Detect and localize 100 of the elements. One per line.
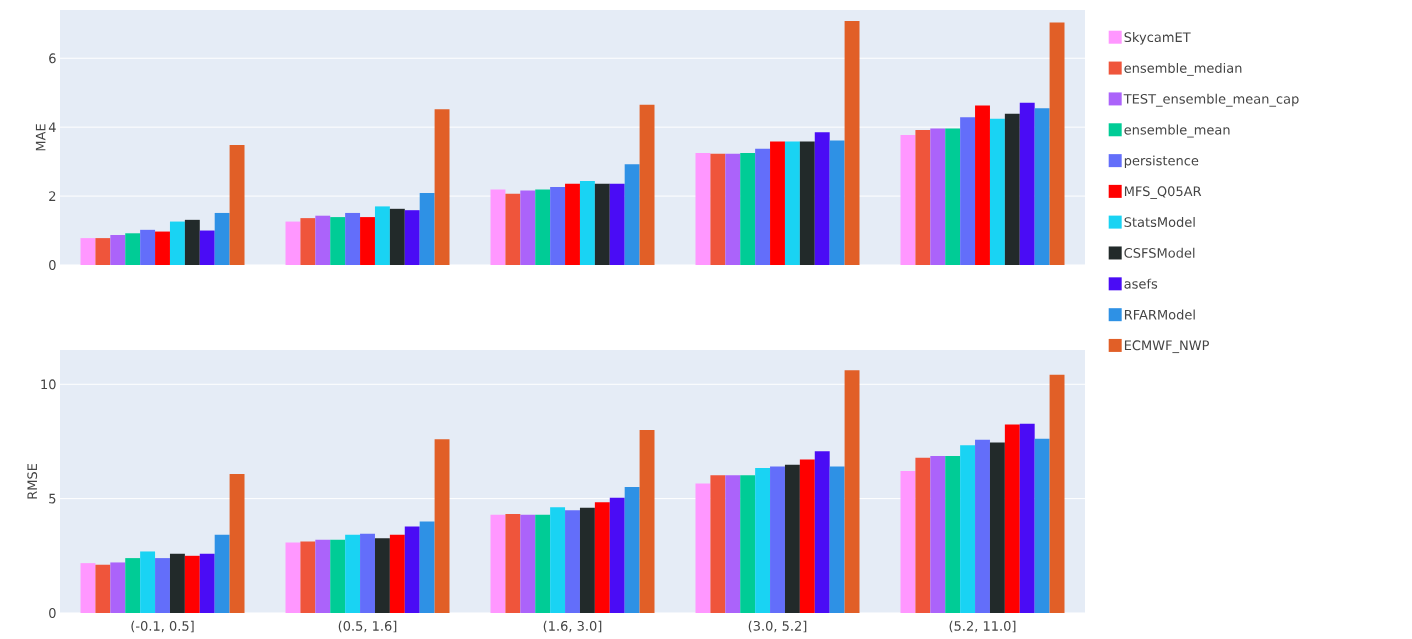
bar	[770, 141, 785, 265]
bar	[755, 467, 771, 613]
bar	[434, 439, 450, 613]
bar	[360, 217, 375, 265]
bar	[844, 370, 860, 613]
y-tick-label: 0	[49, 260, 56, 270]
bar	[505, 513, 521, 613]
bar	[594, 502, 610, 613]
y-tick-label: 5	[49, 493, 56, 504]
bar	[389, 534, 405, 613]
bar	[829, 140, 845, 265]
bar	[419, 192, 435, 265]
legend-label: ensemble_median	[1124, 62, 1242, 76]
bar	[710, 153, 726, 265]
bar	[784, 464, 800, 613]
bar	[125, 558, 141, 613]
bar	[315, 215, 331, 265]
legend-label: ECMWF_NWP	[1124, 340, 1209, 354]
bar	[1019, 102, 1035, 265]
bar	[80, 563, 96, 613]
bar	[345, 212, 361, 265]
bar	[975, 105, 990, 265]
bar	[1034, 108, 1050, 265]
legend-label: RFARModel	[1124, 309, 1195, 320]
bar	[989, 118, 1005, 265]
bar	[330, 539, 346, 613]
bar	[374, 538, 390, 613]
bar	[374, 206, 390, 265]
bar	[945, 128, 961, 265]
bar	[770, 466, 785, 613]
bar	[214, 534, 230, 613]
legend-label: ensemble_mean	[1124, 124, 1230, 138]
bar	[799, 459, 815, 613]
bar	[285, 542, 301, 613]
bar	[505, 193, 521, 265]
bar	[434, 109, 450, 265]
bar	[609, 183, 625, 265]
bar	[285, 221, 301, 265]
bar	[740, 152, 756, 265]
bar	[565, 510, 580, 613]
bar	[975, 439, 990, 613]
y-axis-title: RMSE	[27, 463, 38, 499]
bar	[80, 238, 96, 265]
bar	[799, 141, 815, 265]
bar	[490, 514, 506, 613]
bar	[639, 430, 655, 613]
x-tick-label: (1.6, 3.0]	[543, 620, 602, 633]
bar	[579, 507, 595, 613]
bar	[639, 104, 655, 265]
bar	[550, 507, 566, 613]
bar	[900, 135, 916, 265]
bar	[110, 235, 126, 265]
bar	[594, 183, 610, 265]
bar	[184, 219, 200, 265]
bar	[565, 183, 580, 265]
bar	[900, 470, 916, 613]
bar	[814, 132, 830, 265]
bar	[229, 145, 245, 265]
legend-label: persistence	[1124, 155, 1199, 169]
bar	[829, 466, 845, 613]
bar	[520, 514, 536, 613]
x-tick-label: (0.5, 1.6]	[338, 620, 397, 633]
bar	[199, 230, 215, 265]
bar	[725, 153, 741, 265]
bar	[229, 473, 245, 613]
legend-label: SkycamET	[1124, 32, 1191, 45]
bar	[345, 534, 361, 613]
y-tick-label: 6	[49, 53, 56, 64]
bar	[1049, 374, 1065, 613]
bar	[110, 562, 126, 613]
bar	[579, 180, 595, 265]
bar	[725, 475, 741, 613]
bar	[389, 208, 405, 265]
bar	[624, 164, 640, 265]
y-tick-label: 0	[49, 608, 56, 618]
bar	[1034, 438, 1050, 613]
bar	[1004, 113, 1020, 265]
bar	[404, 526, 420, 613]
bar	[315, 539, 331, 613]
bar	[960, 117, 976, 265]
bar	[155, 558, 170, 613]
bar	[155, 231, 170, 265]
bar	[740, 475, 756, 613]
bar	[199, 553, 215, 613]
bar	[125, 233, 141, 265]
bar	[930, 128, 946, 265]
bar	[695, 483, 711, 613]
bar	[169, 221, 185, 265]
bar	[710, 475, 726, 613]
bar	[95, 238, 111, 265]
legend-label: StatsModel	[1124, 216, 1195, 227]
bar	[624, 486, 640, 613]
bar	[95, 564, 111, 613]
bar	[695, 152, 711, 265]
bar	[535, 189, 551, 265]
bar	[490, 189, 506, 265]
bar	[520, 190, 536, 265]
bar	[360, 533, 375, 613]
legend-label: CSFSModel	[1124, 247, 1195, 258]
bar	[300, 541, 316, 613]
